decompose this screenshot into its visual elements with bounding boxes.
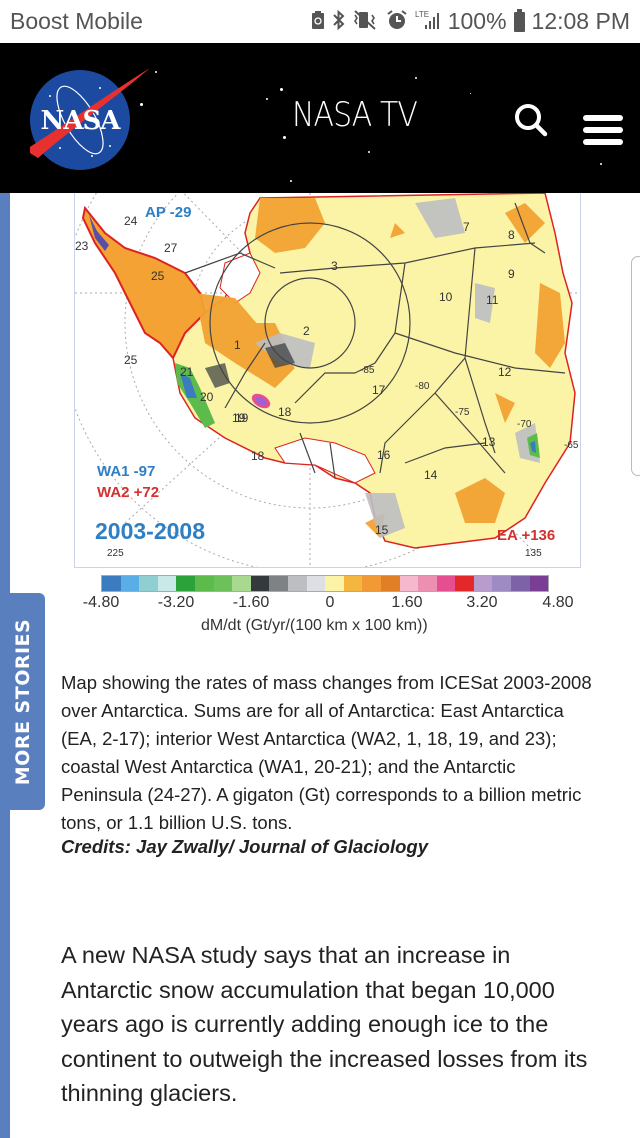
basin-label: 2: [303, 324, 310, 338]
basin-label: 24: [124, 214, 138, 228]
vibrate-mute-icon: [353, 9, 379, 34]
region-sum-wa1: WA1 -97: [97, 463, 156, 480]
figure-caption: Map showing the rates of mass changes fr…: [61, 672, 592, 833]
basin-label: 25: [124, 353, 138, 367]
latitude-label: -65: [564, 440, 579, 451]
menu-button[interactable]: [583, 113, 623, 148]
svg-text:LTE: LTE: [415, 10, 429, 19]
battery-saver-icon: [311, 10, 325, 33]
colorbar-ticks: -4.80 -3.20 -1.60 0 1.60 3.20 4.80: [70, 594, 580, 614]
basin-label: 18: [251, 449, 265, 463]
battery-icon: [513, 8, 525, 32]
article-paragraph: A new NASA study says that an increase i…: [61, 942, 588, 1106]
basin-label: 17: [372, 383, 386, 397]
edge-panel-handle[interactable]: [631, 256, 640, 476]
lte-signal-icon: LTE: [415, 9, 441, 34]
carrier-name: Boost Mobile: [10, 8, 143, 34]
colorbar-swatch: [325, 576, 344, 591]
colorbar-tick: -1.60: [232, 594, 270, 611]
clock: 12:08 PM: [531, 8, 630, 34]
colorbar-tick: 3.20: [466, 594, 498, 611]
colorbar-swatch: [120, 576, 140, 591]
more-stories-label: MORE STORIES: [11, 618, 34, 785]
colorbar-tick: 4.80: [542, 594, 574, 611]
colorbar-swatch: [269, 576, 288, 591]
colorbar-swatch: [139, 576, 158, 591]
status-icons: LTE 100% 12:08 PM: [311, 8, 630, 35]
basin-label: 14: [424, 468, 438, 482]
basin-label: 13: [482, 435, 496, 449]
antarctica-mass-change-map: 24 23 27 25 25 21 20 19 18 18 1 2 3 7 8 …: [74, 193, 581, 568]
basin-label: 19: [235, 411, 249, 425]
search-icon: [515, 104, 548, 137]
basin-label: 10: [439, 290, 453, 304]
more-stories-tab[interactable]: MORE STORIES: [0, 593, 45, 810]
basin-label: 9: [508, 267, 515, 281]
colorbar-title: dM/dt (Gt/yr/(100 km x 100 km)): [201, 617, 428, 634]
colorbar-swatch: [343, 576, 363, 591]
period-label: 2003-2008: [95, 518, 205, 544]
longitude-label: 225: [107, 548, 124, 559]
basin-label: 1: [234, 338, 241, 352]
colorbar-swatch: [102, 576, 121, 591]
colorbar-tick: -4.80: [82, 594, 120, 611]
colorbar-swatch: [250, 576, 270, 591]
latitude-label: -80: [415, 381, 430, 392]
colorbar-swatch: [362, 576, 381, 591]
colorbar-swatch: [455, 576, 474, 591]
colorbar-swatch: [492, 576, 512, 591]
colorbar-swatch: [399, 576, 419, 591]
colorbar-swatch: [176, 576, 195, 591]
antarctica-map-graphic: [75, 193, 580, 567]
region-sum-ea: EA +136: [497, 527, 556, 544]
svg-text:NASA: NASA: [41, 106, 122, 136]
basin-label: 18: [278, 405, 292, 419]
basin-label: 11: [486, 293, 499, 307]
site-header: NASA NASA TV: [0, 43, 640, 193]
colorbar-swatch: [232, 576, 251, 591]
page-title[interactable]: NASA TV: [292, 95, 418, 135]
basin-label: 12: [498, 365, 512, 379]
basin-label: 15: [375, 523, 389, 537]
colorbar-swatch: [529, 576, 549, 591]
basin-label: 25: [151, 269, 165, 283]
basin-label: 8: [508, 228, 515, 242]
figure-credits: Credits: Jay Zwally/ Journal of Glaciolo…: [61, 836, 429, 857]
colorbar-swatch: [436, 576, 456, 591]
latitude-label: -85: [360, 365, 375, 376]
region-sum-ap: AP -29: [145, 204, 192, 221]
hamburger-menu-icon: [583, 115, 623, 121]
latitude-label: -70: [517, 419, 532, 430]
basin-label: 3: [331, 259, 338, 273]
basin-label: 21: [180, 365, 194, 379]
colorbar-swatch: [287, 576, 307, 591]
colorbar-swatch: [194, 576, 214, 591]
status-bar: Boost Mobile LTE 100% 12:08 PM: [0, 0, 640, 43]
colorbar-swatch: [213, 576, 233, 591]
colorbar-swatch: [306, 576, 326, 591]
longitude-label: 135: [525, 548, 542, 559]
basin-label: 7: [463, 220, 470, 234]
colorbar-tick: 1.60: [391, 594, 423, 611]
search-button[interactable]: [512, 101, 552, 141]
basin-label: 23: [75, 239, 89, 253]
colorbar-tick: 0: [325, 594, 335, 611]
battery-percent: 100%: [447, 8, 507, 34]
basin-label: 27: [164, 241, 178, 255]
region-sum-wa2: WA2 +72: [97, 484, 160, 501]
basin-label: 19: [232, 411, 246, 425]
colorbar-swatch: [511, 576, 530, 591]
nasa-logo[interactable]: NASA: [25, 68, 150, 171]
bluetooth-icon: [332, 9, 346, 34]
colorbar-swatch: [473, 576, 493, 591]
basin-label: 16: [377, 448, 391, 462]
colorbar-swatch: [380, 576, 400, 591]
alarm-icon: [386, 9, 408, 34]
colorbar: [101, 575, 550, 592]
latitude-label: -75: [455, 407, 470, 418]
colorbar-swatch: [157, 576, 177, 591]
colorbar-swatch: [418, 576, 437, 591]
colorbar-tick: -3.20: [157, 594, 195, 611]
basin-label: 20: [200, 390, 214, 404]
